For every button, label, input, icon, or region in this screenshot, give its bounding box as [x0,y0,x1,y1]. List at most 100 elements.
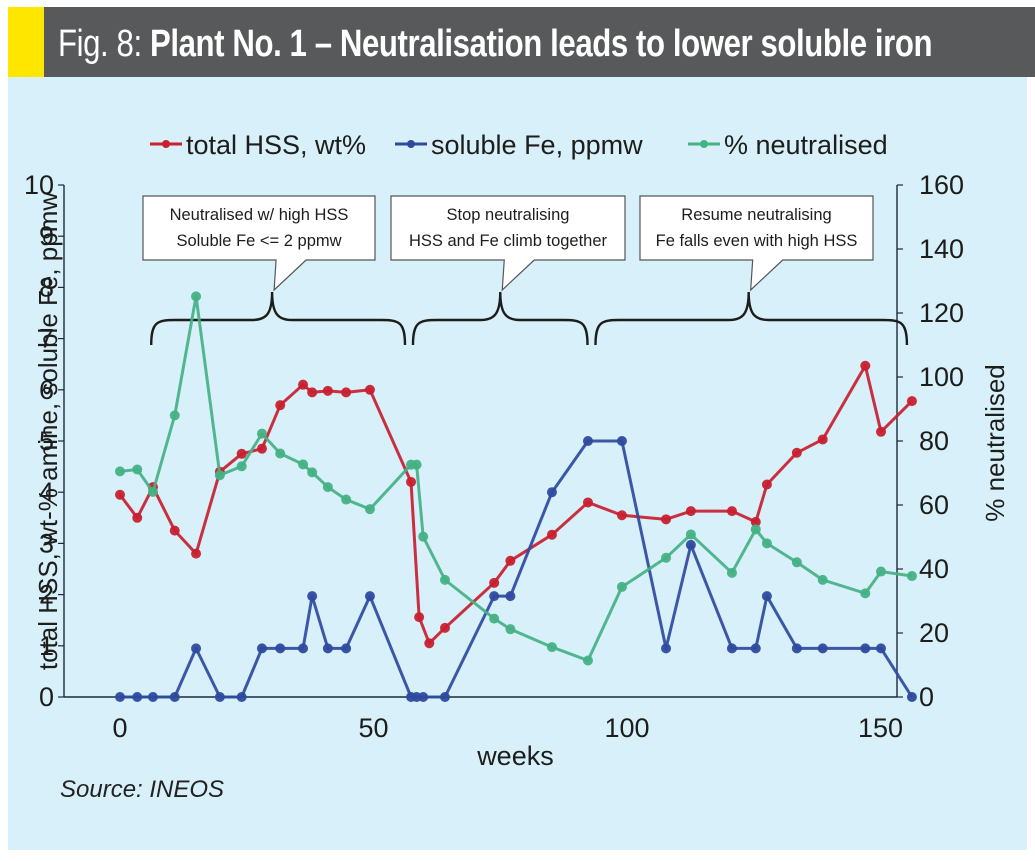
data-point-soluble-fe-ppmw [489,591,500,602]
data-point-neutralised [275,448,286,459]
data-point-total-hss-wt [817,434,828,445]
data-point-soluble-fe-ppmw [750,643,761,654]
legend-label: total HSS, wt% [186,130,366,160]
data-point-soluble-fe-ppmw [132,692,143,702]
data-point-neutralised [906,571,917,582]
data-point-total-hss-wt [236,448,247,459]
legend-label: soluble Fe, ppmw [431,130,643,160]
right-axis-tick-label: 140 [919,234,964,264]
data-point-total-hss-wt [132,512,143,523]
right-axis-tick-label: 80 [919,426,949,456]
data-point-total-hss-wt [876,426,887,437]
data-point-neutralised [364,504,375,515]
data-point-neutralised [307,467,318,478]
right-axis-tick-label: 60 [919,490,949,520]
data-point-total-hss-wt [791,447,802,458]
annotation-brace [150,291,407,346]
left-axis-tick-label: 10 [24,170,54,200]
annotation-text: Resume neutralising [681,206,831,224]
data-point-soluble-fe-ppmw [685,539,696,550]
left-axis-tick-label: 3 [39,528,54,558]
data-point-neutralised [298,459,309,470]
data-point-total-hss-wt [169,525,180,536]
figure-label: Fig. 8: [58,23,150,65]
data-point-total-hss-wt [307,387,318,398]
legend-label: % neutralised [724,130,888,160]
annotation-text: HSS and Fe climb together [409,232,608,250]
data-point-total-hss-wt [322,385,333,396]
right-axis-tick-label: 160 [919,170,964,200]
data-point-soluble-fe-ppmw [860,643,871,654]
data-point-neutralised [791,557,802,568]
data-point-total-hss-wt [761,479,772,490]
data-point-soluble-fe-ppmw [236,692,247,702]
data-point-soluble-fe-ppmw [214,692,225,702]
left-axis-tick-label: 1 [39,631,54,661]
annotation-text: Fe falls even with high HSS [656,232,858,250]
data-point-neutralised [418,531,429,542]
data-point-neutralised [191,291,202,302]
annotation-callout-box [390,195,626,292]
data-point-total-hss-wt [726,506,737,517]
data-point-neutralised [726,567,737,578]
series-line-soluble-fe-ppmw [120,439,914,699]
data-point-neutralised [411,459,422,470]
data-point-total-hss-wt [906,396,917,407]
data-point-total-hss-wt [275,400,286,411]
data-point-neutralised [860,588,871,599]
data-point-total-hss-wt [424,638,435,649]
data-point-total-hss-wt [191,548,202,559]
data-point-neutralised [616,581,627,592]
data-point-neutralised [214,470,225,481]
left-axis-tick-label: 8 [39,272,54,302]
data-point-total-hss-wt [505,555,516,566]
data-point-soluble-fe-ppmw [298,643,309,654]
annotation-text: Neutralised w/ high HSS [170,206,349,224]
data-point-soluble-fe-ppmw [616,436,627,446]
data-point-soluble-fe-ppmw [275,643,286,654]
data-point-soluble-fe-ppmw [582,436,593,446]
data-point-total-hss-wt [616,510,627,521]
left-axis-tick-label: 5 [39,426,54,456]
data-point-total-hss-wt [414,612,425,623]
data-point-soluble-fe-ppmw [817,643,828,654]
data-point-soluble-fe-ppmw [418,692,429,702]
left-axis-tick-label: 0 [39,682,54,712]
legend-swatch-marker [162,140,170,148]
data-point-neutralised [661,552,672,563]
series-line-total-hss-wt [118,364,913,645]
data-point-neutralised [761,538,772,549]
data-point-soluble-fe-ppmw [439,692,450,702]
x-axis-tick-label: 100 [604,713,649,743]
data-point-neutralised [817,574,828,585]
legend-swatch-marker [700,140,708,148]
data-point-neutralised [505,624,516,635]
x-axis-tick-label: 50 [358,713,388,743]
figure-title-text: Plant No. 1 – Neutralisation leads to lo… [149,23,933,65]
header-accent-bar [8,7,44,77]
x-axis-title: weeks [476,741,554,771]
data-point-soluble-fe-ppmw [256,643,267,654]
data-point-total-hss-wt [439,622,450,633]
data-point-total-hss-wt [489,577,500,588]
data-point-neutralised [341,494,352,505]
annotation-text: Stop neutralising [447,206,570,224]
data-point-soluble-fe-ppmw [791,643,802,654]
data-point-soluble-fe-ppmw [364,591,375,602]
left-axis-tick-label: 9 [39,221,54,251]
figure-header: Fig. 8: Plant No. 1 – Neutralisation lea… [8,7,1035,77]
annotation-text: Soluble Fe <= 2 ppmw [176,232,341,250]
right-axis-title: % neutralised [980,364,1010,522]
right-axis-tick-label: 100 [919,362,964,392]
data-point-neutralised [132,464,143,475]
data-point-neutralised [169,410,180,421]
right-axis-tick-label: 40 [919,554,949,584]
data-point-soluble-fe-ppmw [307,591,318,602]
right-axis-tick-label: 0 [919,682,934,712]
data-point-total-hss-wt [364,384,375,395]
left-axis-tick-label: 2 [39,580,54,610]
data-point-neutralised [546,642,557,653]
data-point-neutralised [147,486,158,497]
data-point-total-hss-wt [298,379,309,390]
